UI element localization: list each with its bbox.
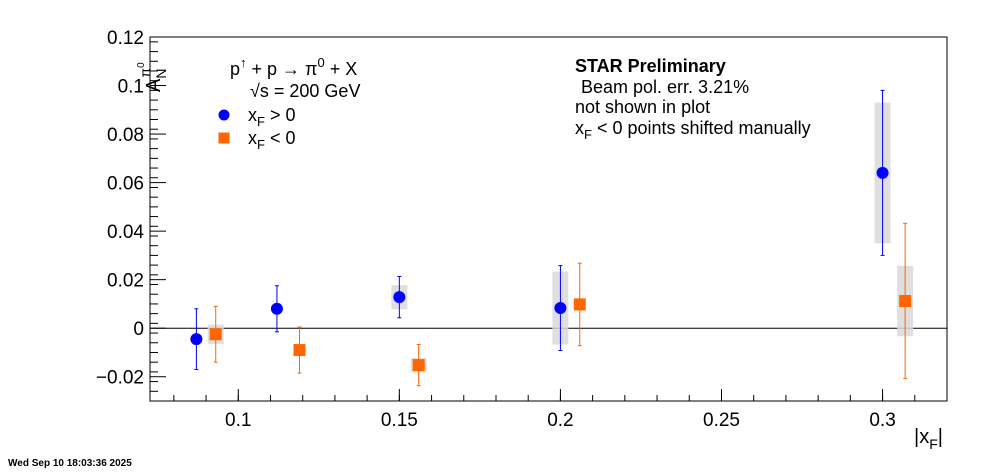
data-point-xf-positive [876, 166, 889, 179]
y-tick-label: 0.12 [107, 28, 144, 49]
y-tick-label: −0.02 [96, 368, 144, 389]
data-point-xf-positive [270, 302, 283, 315]
legend-marker-xf-negative [218, 132, 230, 144]
data-point-xf-negative [293, 344, 306, 357]
shifted-note: xF < 0 points shifted manually [575, 118, 811, 142]
y-tick-label: 0 [133, 319, 144, 340]
legend-process: p↑ + p → π0 + X [230, 55, 357, 79]
y-tick-label: 0.08 [107, 125, 144, 146]
x-tick-label: 0.25 [703, 410, 740, 431]
not-shown-note: not shown in plot [575, 97, 710, 117]
data-point-xf-negative [573, 298, 586, 311]
y-axis-ticks: −0.02 0 0.02 0.04 0.06 0.08 0.1 0.12 [96, 28, 166, 402]
data-point-xf-positive [190, 333, 203, 346]
legend-entry-xf-positive: xF > 0 [248, 105, 295, 129]
data-point-xf-negative [412, 359, 425, 372]
data-point-xf-positive [393, 291, 406, 304]
data-point-xf-negative [209, 328, 222, 341]
beam-pol-note: Beam pol. err. 3.21% [581, 77, 749, 97]
x-axis-ticks: 0.1 0.15 0.2 0.25 0.3 [173, 389, 948, 431]
data-point-xf-positive [554, 302, 567, 315]
y-tick-label: 0.1 [118, 77, 144, 98]
footer-timestamp: Wed Sep 10 18:03:36 2025 [8, 458, 132, 469]
legend-uparrow: ↑ [240, 55, 247, 70]
x-tick-label: 0.3 [869, 410, 895, 431]
data-markers [190, 166, 912, 372]
data-point-xf-negative [899, 295, 912, 308]
annotations: STAR Preliminary Beam pol. err. 3.21% no… [575, 56, 811, 142]
legend-entry-xf-negative: xF < 0 [248, 128, 295, 152]
plot-frame [149, 36, 948, 402]
x-tick-label: 0.2 [547, 410, 573, 431]
y-tick-label: 0.02 [107, 271, 144, 292]
x-axis-title: |xF| [914, 426, 943, 452]
legend: p↑ + p → π0 + X √s = 200 GeV xF > 0 xF <… [218, 55, 360, 152]
legend-marker-xf-positive [218, 109, 230, 121]
y-tick-label: 0.06 [107, 174, 144, 195]
x-tick-label: 0.1 [225, 410, 251, 431]
y-tick-label: 0.04 [107, 222, 144, 243]
legend-energy: √s = 200 GeV [250, 81, 360, 101]
x-tick-label: 0.15 [381, 410, 418, 431]
star-preliminary-label: STAR Preliminary [575, 56, 726, 76]
